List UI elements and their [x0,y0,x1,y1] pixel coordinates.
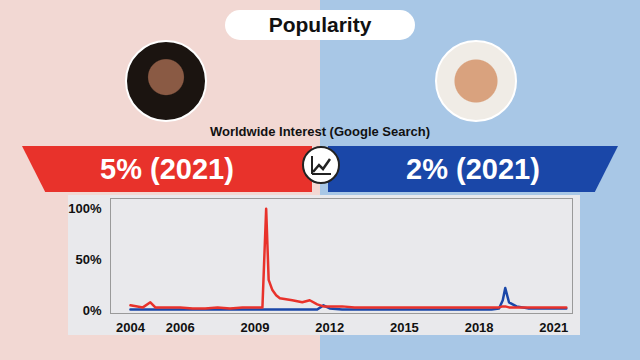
html-text:2% (2021): 2% (2021) [406,153,540,185]
svg-text:2006: 2006 [166,320,195,335]
html-text:Popularity: Popularity [268,13,372,36]
svg-text:0%: 0% [83,303,102,318]
svg-text:2015: 2015 [390,320,419,335]
svg-text:50%: 50% [75,252,101,267]
html-text:5% (2021): 5% (2021) [100,153,234,185]
svg-text:2012: 2012 [315,320,344,335]
svg-text:2004: 2004 [116,320,146,335]
svg-text:2018: 2018 [465,320,494,335]
svg-text:2021: 2021 [539,320,568,335]
svg-text:2009: 2009 [240,320,269,335]
html-text:Worldwide Interest (Google Sea: Worldwide Interest (Google Search) [210,124,430,139]
svg-text:100%: 100% [68,201,102,216]
